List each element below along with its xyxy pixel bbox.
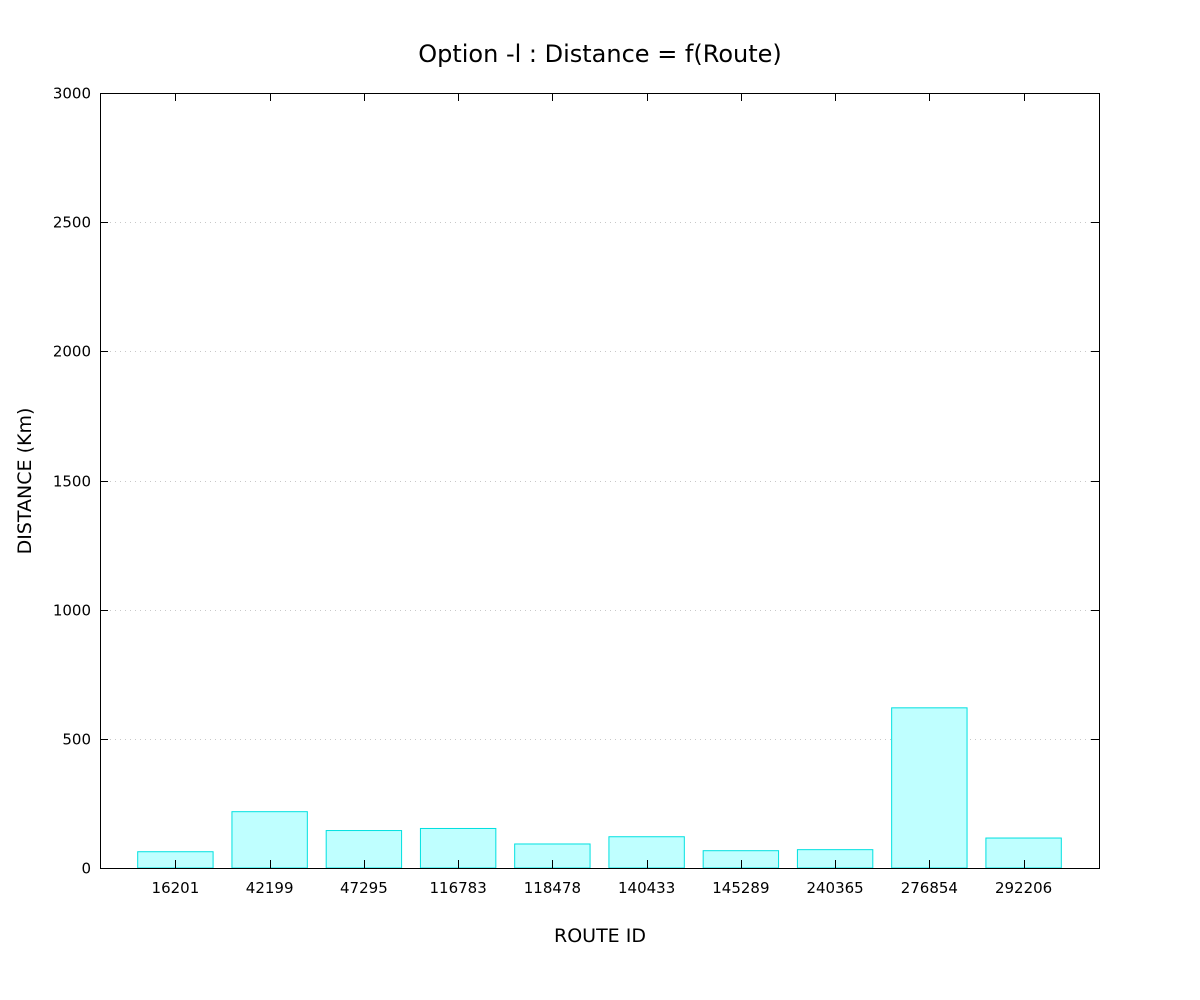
grid-lines [100, 222, 1099, 740]
y-tick-label: 2000 [53, 343, 91, 361]
x-tick-label: 47295 [340, 879, 388, 897]
bar-145289 [702, 850, 780, 869]
bar-140433 [608, 836, 685, 869]
y-tick-label: 3000 [53, 85, 91, 103]
x-tick-label: 16201 [152, 879, 200, 897]
y-tick-label: 500 [62, 731, 91, 749]
bar-47295 [325, 830, 403, 869]
y-axis-label: DISTANCE (Km) [14, 408, 36, 555]
y-tick-label: 1500 [53, 473, 91, 491]
y-tick-label: 2500 [53, 214, 91, 232]
bar-292206 [985, 837, 1062, 869]
x-tick-label: 145289 [712, 879, 769, 897]
x-tick-label: 116783 [429, 879, 486, 897]
x-tick-label: 292206 [995, 879, 1052, 897]
x-tick-label: 42199 [246, 879, 294, 897]
bar-42199 [231, 811, 308, 869]
bars [137, 707, 1062, 869]
plot-frame [100, 93, 1100, 869]
y-tick-label: 1000 [53, 602, 91, 620]
chart-title: Option -l : Distance = f(Route) [418, 40, 782, 68]
x-tick-label: 276854 [901, 879, 958, 897]
x-tick-label: 240365 [806, 879, 863, 897]
x-tick-label: 118478 [524, 879, 581, 897]
axis-ticks: 0 500 1000 1500 2000 2500 3000 16201 42199 47295 1… [53, 85, 1099, 897]
bar-276854 [891, 707, 968, 869]
x-tick-label: 140433 [618, 879, 675, 897]
y-tick-label: 0 [81, 860, 91, 878]
x-axis-label: ROUTE ID [554, 925, 646, 947]
